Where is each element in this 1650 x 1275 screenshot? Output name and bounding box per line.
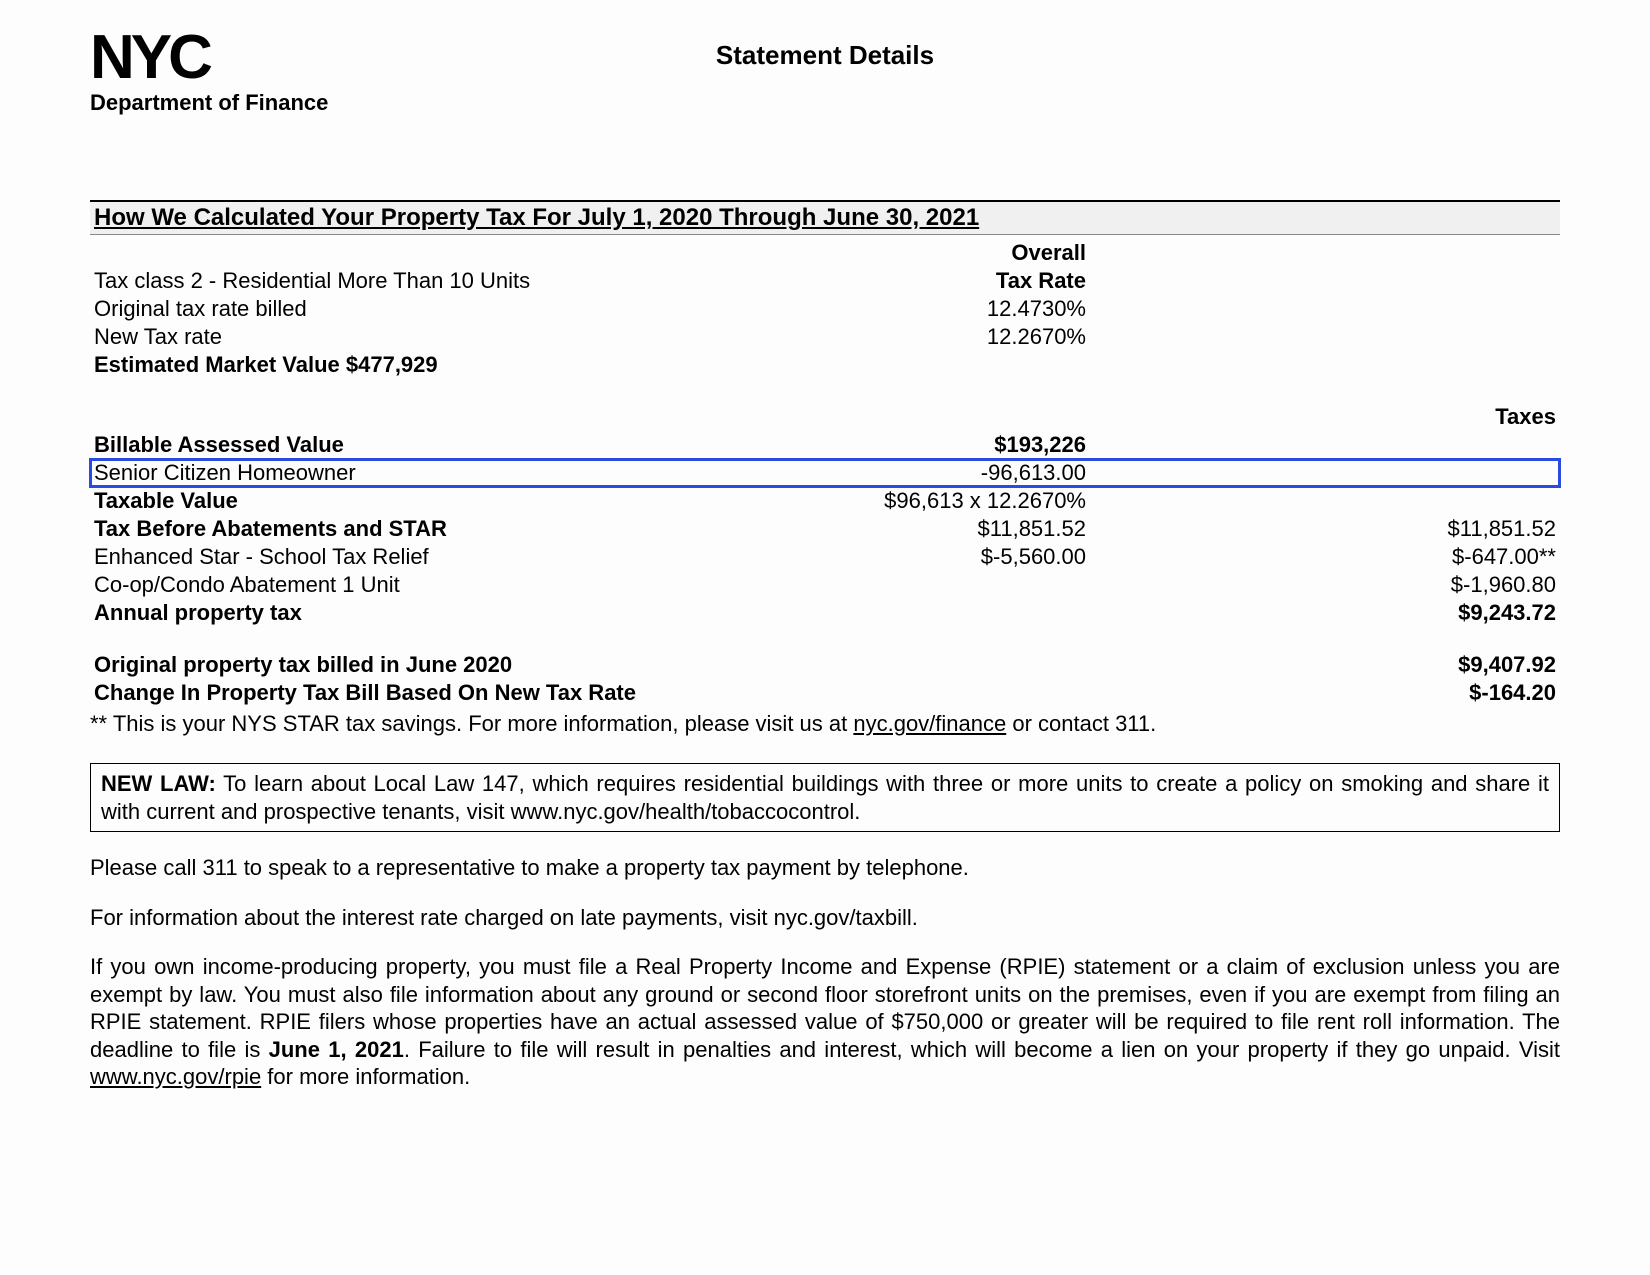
department-name: Department of Finance [90,90,328,116]
table-row: Taxable Value $96,613 x 12.2670% [90,487,1560,515]
table-row: Tax class 2 - Residential More Than 10 U… [90,267,1560,295]
statement-page: NYC Department of Finance Statement Deta… [0,0,1650,1275]
table-header-row: Overall [90,239,1560,267]
table-row: Enhanced Star - School Tax Relief $-5,56… [90,543,1560,571]
taxes-header: Taxes [1090,403,1560,431]
new-rate-value: 12.2670% [690,323,1090,351]
table-header-row: Taxes [90,403,1560,431]
paragraph-call-311: Please call 311 to speak to a representa… [90,854,1560,882]
coop-right: $-1,960.80 [1090,571,1560,599]
sch-label: Senior Citizen Homeowner [90,459,690,487]
estar-right: $-647.00** [1090,543,1560,571]
section-title: How We Calculated Your Property Tax For … [90,200,1560,235]
new-law-box: NEW LAW: To learn about Local Law 147, w… [90,763,1560,832]
apt-label: Annual property tax [90,599,690,627]
logo-block: NYC Department of Finance [90,30,328,116]
apt-right: $9,243.72 [1090,599,1560,627]
table-row: Tax Before Abatements and STAR $11,851.5… [90,515,1560,543]
nyc-logo: NYC [90,30,328,86]
table-row: Original tax rate billed 12.4730% [90,295,1560,323]
orig-bill-right: $9,407.92 [1090,651,1560,679]
highlighted-row: Senior Citizen Homeowner -96,613.00 [90,459,1560,487]
table-row: Annual property tax $9,243.72 [90,599,1560,627]
footnote-post: or contact 311. [1006,711,1156,736]
sch-value: -96,613.00 [690,459,1090,487]
tax-class-label: Tax class 2 - Residential More Than 10 U… [90,267,690,295]
bav-value: $193,226 [690,431,1090,459]
orig-rate-label: Original tax rate billed [90,295,690,323]
table-row: Change In Property Tax Bill Based On New… [90,679,1560,707]
estar-label: Enhanced Star - School Tax Relief [90,543,690,571]
tv-label: Taxable Value [90,487,690,515]
coop-label: Co-op/Condo Abatement 1 Unit [90,571,690,599]
orig-bill-label: Original property tax billed in June 202… [90,651,690,679]
finance-link[interactable]: nyc.gov/finance [853,711,1006,736]
new-law-body: To learn about Local Law 147, which requ… [101,771,1549,824]
table-row: Co-op/Condo Abatement 1 Unit $-1,960.80 [90,571,1560,599]
tax-rate-header: Tax Rate [690,267,1090,295]
tba-right: $11,851.52 [1090,515,1560,543]
table-row: Billable Assessed Value $193,226 [90,431,1560,459]
change-right: $-164.20 [1090,679,1560,707]
rpie-text-c: for more information. [261,1064,470,1089]
rpie-text-b: . Failure to file will result in penalti… [404,1037,1560,1062]
tax-calculation-table: Overall Tax class 2 - Residential More T… [90,239,1560,707]
tba-label: Tax Before Abatements and STAR [90,515,690,543]
change-label: Change In Property Tax Bill Based On New… [90,679,690,707]
tba-mid: $11,851.52 [690,515,1090,543]
star-footnote: ** This is your NYS STAR tax savings. Fo… [90,711,1560,737]
tv-value: $96,613 x 12.2670% [690,487,1090,515]
rpie-deadline: June 1, 2021 [269,1037,404,1062]
estar-mid: $-5,560.00 [690,543,1090,571]
paragraph-interest-rate: For information about the interest rate … [90,904,1560,932]
rpie-link[interactable]: www.nyc.gov/rpie [90,1064,261,1089]
table-row: Estimated Market Value $477,929 [90,351,1560,379]
header: NYC Department of Finance Statement Deta… [90,30,1560,160]
emv-label: Estimated Market Value $477,929 [90,351,690,379]
new-rate-label: New Tax rate [90,323,690,351]
table-row: Original property tax billed in June 202… [90,651,1560,679]
bav-label: Billable Assessed Value [90,431,690,459]
overall-header: Overall [690,239,1090,267]
paragraph-rpie: If you own income-producing property, yo… [90,953,1560,1091]
new-law-lead: NEW LAW: [101,771,216,796]
table-row: New Tax rate 12.2670% [90,323,1560,351]
orig-rate-value: 12.4730% [690,295,1090,323]
footnote-pre: ** This is your NYS STAR tax savings. Fo… [90,711,853,736]
